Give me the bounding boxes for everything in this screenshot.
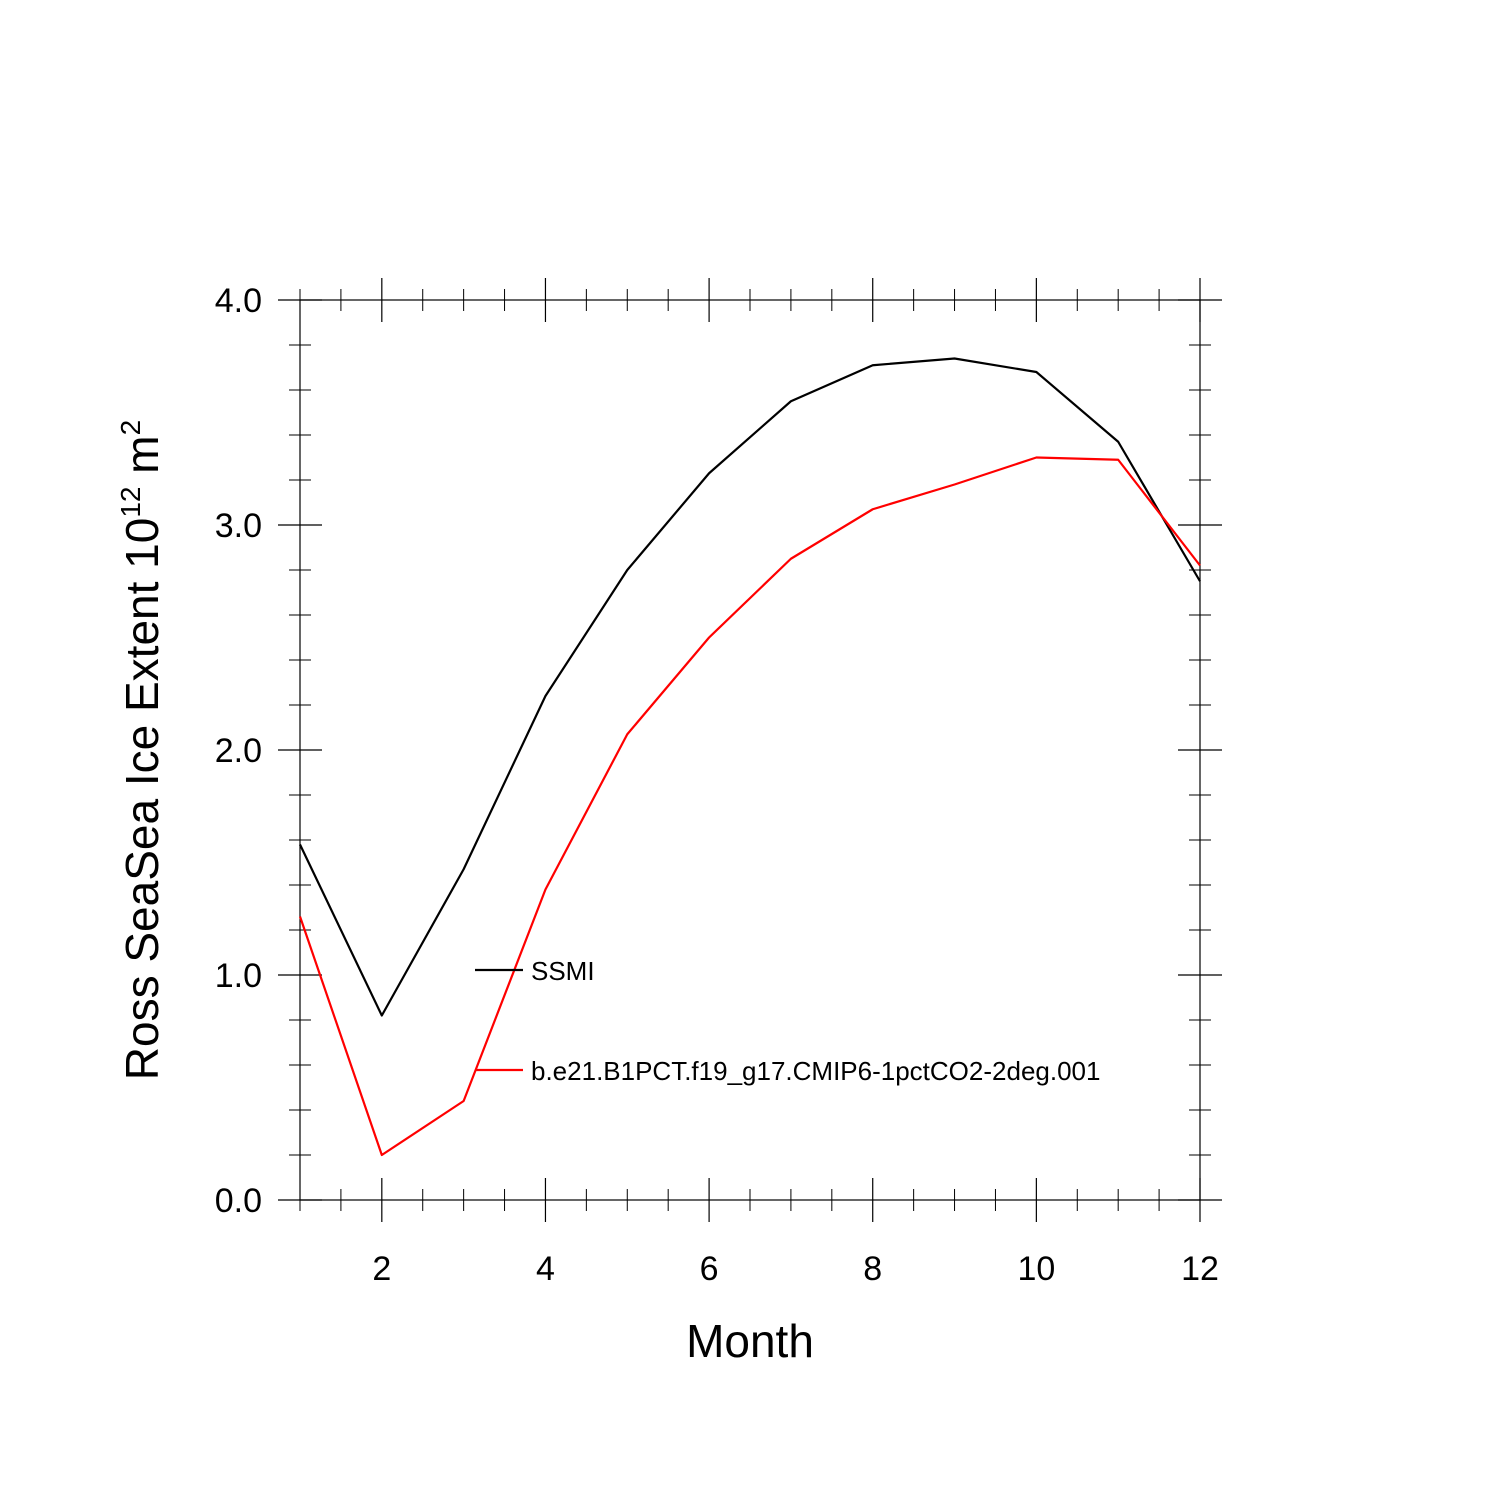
legend-label-2: b.e21.B1PCT.f19_g17.CMIP6-1pctCO2-2deg.0… — [531, 1056, 1100, 1086]
x-tick-label: 2 — [372, 1250, 391, 1288]
tick-labels: 2 4 6 8 10 12 0.0 1.0 2.0 3.0 4.0 — [215, 282, 1219, 1288]
y-axis-title-exponent-1: 12 — [115, 486, 146, 517]
y-axis-title-exponent-2: 2 — [115, 420, 146, 436]
x-tick-label: 12 — [1181, 1250, 1219, 1288]
x-tick-label: 10 — [1017, 1250, 1055, 1288]
y-axis-title: Ross SeaSea Ice Extent 1012 m2 — [115, 420, 168, 1080]
x-tick-label: 8 — [863, 1250, 882, 1288]
series-line-2 — [298, 456, 1201, 1157]
series-layer — [298, 357, 1201, 1157]
legend: SSMI b.e21.B1PCT.f19_g17.CMIP6-1pctCO2-2d… — [475, 956, 1100, 1086]
y-tick-label: 0.0 — [215, 1182, 262, 1220]
y-tick-label: 2.0 — [215, 732, 262, 770]
y-tick-label: 3.0 — [215, 507, 262, 545]
x-tick-label: 4 — [536, 1250, 555, 1288]
x-axis-title: Month — [686, 1315, 814, 1367]
plot-frame — [299, 299, 1201, 1201]
y-tick-label: 4.0 — [215, 282, 262, 320]
y-axis-title-unit: m — [116, 435, 168, 486]
x-tick-label: 6 — [700, 1250, 719, 1288]
y-axis-title-main: Ross SeaSea Ice Extent 10 — [116, 518, 168, 1081]
legend-label-1: SSMI — [531, 956, 595, 986]
series-line-1 — [299, 357, 1201, 1017]
y-tick-label: 1.0 — [215, 957, 262, 995]
